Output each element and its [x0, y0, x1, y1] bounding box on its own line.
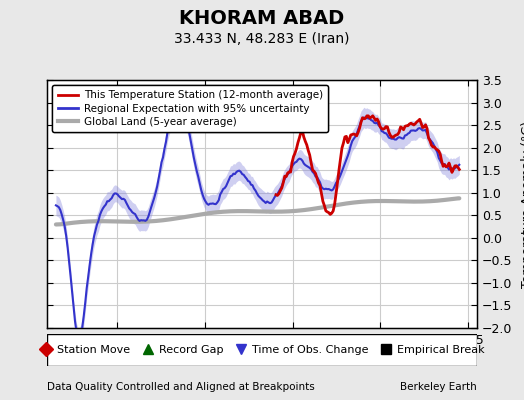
Text: Berkeley Earth: Berkeley Earth	[400, 382, 477, 392]
Legend: This Temperature Station (12-month average), Regional Expectation with 95% uncer: This Temperature Station (12-month avera…	[52, 85, 328, 132]
Text: Data Quality Controlled and Aligned at Breakpoints: Data Quality Controlled and Aligned at B…	[47, 382, 315, 392]
Text: 33.433 N, 48.283 E (Iran): 33.433 N, 48.283 E (Iran)	[174, 32, 350, 46]
Y-axis label: Temperature Anomaly (°C): Temperature Anomaly (°C)	[520, 120, 524, 288]
FancyBboxPatch shape	[47, 334, 477, 366]
Legend: Station Move, Record Gap, Time of Obs. Change, Empirical Break: Station Move, Record Gap, Time of Obs. C…	[35, 340, 489, 360]
Text: KHORAM ABAD: KHORAM ABAD	[179, 9, 345, 28]
